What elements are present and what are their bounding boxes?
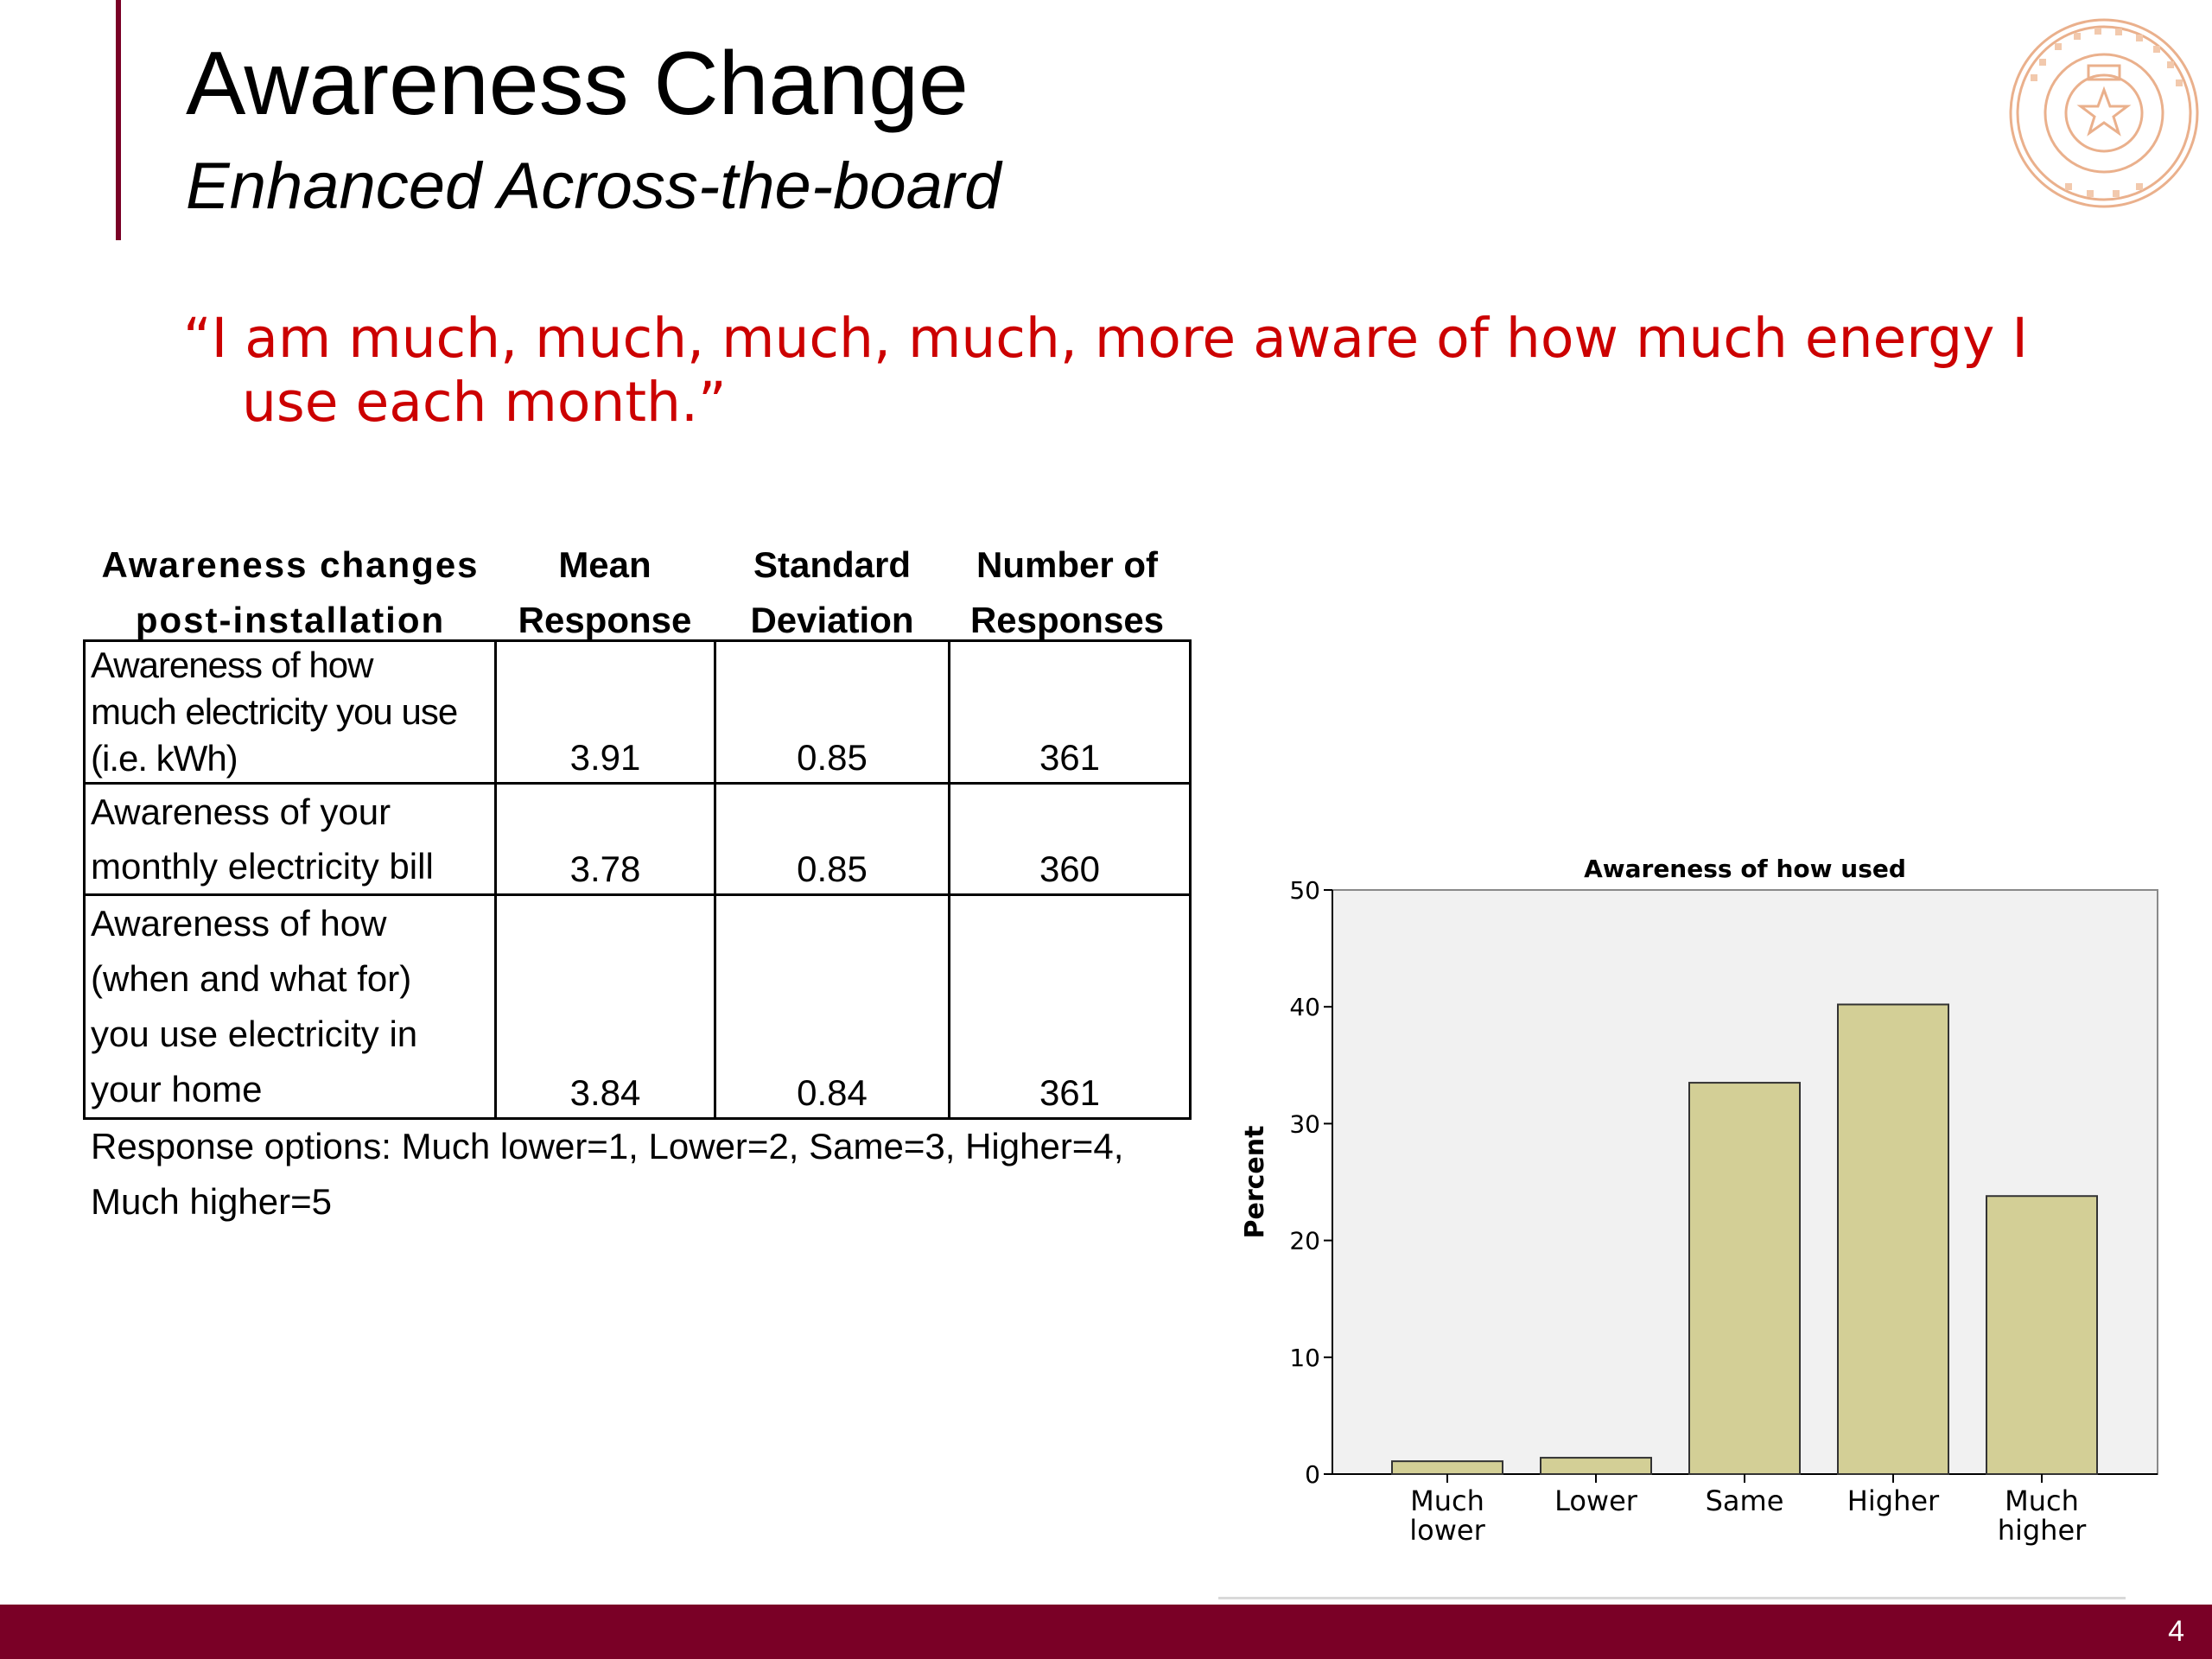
- header-number-of-responses: Number of Responses: [950, 537, 1184, 648]
- row-label: Awareness of how (when and what for) you…: [83, 893, 497, 1120]
- quote-line-1: “I am much, much, much, much, more aware…: [183, 307, 2028, 370]
- bar: [1837, 1003, 1949, 1476]
- y-axis-label: Percent: [1240, 1126, 1270, 1239]
- header-awareness-line-2: post-installation: [135, 600, 446, 640]
- quote-line-2: use each month.”: [242, 371, 727, 434]
- header-awareness-line-1: Awareness changes: [101, 544, 480, 585]
- footer-bar: 4: [0, 1605, 2212, 1659]
- slide-title: Awareness Change: [186, 34, 969, 134]
- x-tick-label: lower: [1409, 1514, 1485, 1547]
- std-cell: 0.85: [714, 639, 950, 785]
- y-tick-label: 40: [1289, 993, 1320, 1021]
- responses-cell: 361: [948, 893, 1192, 1120]
- note-line-1: Response options: Much lower=1, Lower=2,…: [91, 1126, 1124, 1166]
- row-label-line: much electricity you use: [91, 691, 458, 732]
- header-mean-response: Mean Response: [497, 537, 713, 648]
- title-accent-line: [116, 0, 121, 240]
- table-row: Awareness of how much electricity you us…: [83, 639, 1192, 785]
- x-tick-label: Same: [1706, 1484, 1784, 1517]
- row-label-line: Awareness of how: [91, 903, 387, 944]
- bar: [1391, 1460, 1503, 1475]
- mean-cell: 3.78: [494, 782, 716, 896]
- bar: [1540, 1457, 1652, 1476]
- footer-divider: [1218, 1597, 2126, 1599]
- x-tick-label: Lower: [1554, 1484, 1638, 1517]
- university-seal-logo: [2009, 18, 2199, 208]
- slide-subtitle: Enhanced Across-the-board: [186, 149, 1001, 223]
- row-label: Awareness of your monthly electricity bi…: [83, 782, 497, 896]
- bar: [1986, 1195, 2098, 1475]
- testimonial-quote: “I am much, much, much, much, more aware…: [183, 307, 2195, 435]
- mean-cell: 3.84: [494, 893, 716, 1120]
- row-label-line: you use electricity in: [91, 1014, 418, 1054]
- x-tick-label: Higher: [1847, 1484, 1940, 1517]
- row-label-line: Awareness of your: [91, 791, 391, 832]
- y-tick-label: 30: [1289, 1109, 1320, 1138]
- row-label-line: (i.e. kWh): [91, 738, 238, 779]
- responses-cell: 361: [948, 639, 1192, 785]
- std-cell: 0.84: [714, 893, 950, 1120]
- table-row: Awareness of how (when and what for) you…: [83, 893, 1192, 1120]
- row-label: Awareness of how much electricity you us…: [83, 639, 497, 785]
- x-tick-label: Much: [1410, 1484, 1484, 1517]
- header-num-line-1: Number of: [976, 544, 1158, 585]
- y-tick-label: 20: [1289, 1227, 1320, 1255]
- x-tick-label: higher: [1998, 1514, 2087, 1547]
- header-standard-deviation: Standard Deviation: [715, 537, 949, 648]
- mean-cell: 3.91: [494, 639, 716, 785]
- row-label-line: your home: [91, 1069, 263, 1109]
- y-tick-label: 10: [1289, 1344, 1320, 1372]
- row-label-line: (when and what for): [91, 958, 412, 999]
- header-awareness-changes: Awareness changes post-installation: [83, 537, 498, 648]
- row-label-line: monthly electricity bill: [91, 846, 434, 887]
- note-line-2: Much higher=5: [91, 1181, 333, 1222]
- awareness-bar-chart: Awareness of how used 0 10 20 30 40 50 Percent M…: [1240, 855, 2158, 1547]
- header-mean-line-1: Mean: [558, 544, 652, 585]
- std-cell: 0.85: [714, 782, 950, 896]
- header-num-line-2: Responses: [969, 600, 1165, 640]
- response-options-note: Response options: Much lower=1, Lower=2,…: [91, 1119, 1214, 1230]
- y-tick-label: 50: [1289, 876, 1320, 905]
- row-label-line: Awareness of how: [91, 645, 373, 685]
- page-number: 4: [2168, 1615, 2184, 1648]
- y-tick-label: 0: [1305, 1460, 1320, 1489]
- chart-title: Awareness of how used: [1584, 855, 1906, 883]
- bar: [1688, 1082, 1801, 1475]
- awareness-table: Awareness of how much electricity you us…: [83, 639, 1192, 1120]
- x-tick-label: Much: [2005, 1484, 2079, 1517]
- responses-cell: 360: [948, 782, 1192, 896]
- table-row: Awareness of your monthly electricity bi…: [83, 782, 1192, 896]
- header-std-line-2: Deviation: [750, 600, 914, 640]
- header-mean-line-2: Response: [518, 600, 692, 640]
- header-std-line-1: Standard: [753, 544, 912, 585]
